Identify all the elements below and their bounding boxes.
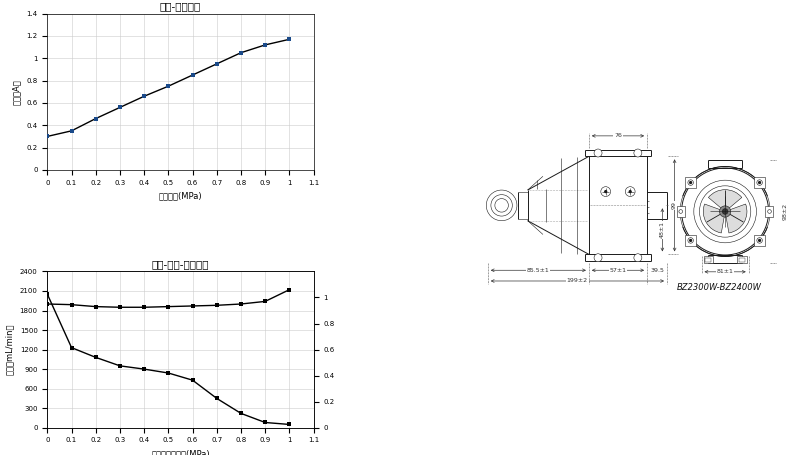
Bar — [739, 258, 745, 262]
Circle shape — [594, 254, 602, 262]
X-axis label: 出口与进水压力(MPa): 出口与进水压力(MPa) — [151, 449, 210, 455]
Circle shape — [694, 180, 757, 243]
Point — [89, 303, 102, 310]
Title: 压力-电流特性: 压力-电流特性 — [160, 1, 201, 11]
Text: 57±1: 57±1 — [609, 268, 626, 273]
Circle shape — [682, 168, 768, 255]
Wedge shape — [725, 204, 747, 233]
Point — [259, 419, 271, 426]
Point — [211, 60, 223, 67]
Circle shape — [630, 191, 631, 192]
Point — [65, 344, 78, 351]
Text: 99: 99 — [672, 202, 677, 209]
Wedge shape — [709, 190, 742, 212]
Point — [211, 302, 223, 309]
Bar — [705, 258, 712, 262]
Text: 81±1: 81±1 — [716, 269, 734, 274]
Circle shape — [690, 239, 691, 241]
Point — [234, 300, 247, 308]
Point — [283, 35, 296, 43]
Circle shape — [722, 209, 728, 214]
Text: 98±2: 98±2 — [783, 203, 788, 220]
Circle shape — [759, 239, 761, 241]
Point — [114, 303, 126, 311]
Point — [41, 291, 54, 298]
X-axis label: 出口压力(MPa): 出口压力(MPa) — [159, 191, 202, 200]
Circle shape — [634, 149, 641, 157]
Point — [138, 93, 151, 100]
Text: 76: 76 — [614, 133, 622, 138]
Circle shape — [634, 254, 641, 262]
Point — [211, 395, 223, 402]
Point — [162, 369, 174, 377]
Point — [162, 303, 174, 310]
FancyBboxPatch shape — [754, 177, 765, 188]
Point — [114, 104, 126, 111]
Point — [283, 421, 296, 428]
Point — [186, 302, 199, 309]
Point — [65, 127, 78, 135]
Point — [41, 300, 54, 308]
Y-axis label: 电流（A）: 电流（A） — [12, 79, 21, 105]
Point — [89, 115, 102, 122]
Wedge shape — [703, 204, 725, 233]
Point — [259, 298, 271, 305]
Bar — [677, 206, 685, 217]
Circle shape — [688, 238, 694, 243]
Circle shape — [720, 206, 731, 217]
Point — [234, 410, 247, 417]
Point — [89, 354, 102, 361]
Point — [138, 303, 151, 311]
Text: 48±1: 48±1 — [660, 222, 665, 238]
Circle shape — [768, 210, 772, 213]
Circle shape — [699, 186, 751, 237]
Bar — [704, 257, 713, 263]
Point — [186, 377, 199, 384]
Circle shape — [690, 182, 691, 183]
Point — [234, 49, 247, 56]
Text: 39.5: 39.5 — [650, 268, 664, 273]
Text: 199±2: 199±2 — [567, 278, 588, 283]
Text: 85.5±1: 85.5±1 — [527, 268, 550, 273]
FancyBboxPatch shape — [754, 235, 765, 246]
Point — [138, 365, 151, 373]
Bar — [738, 257, 746, 263]
Point — [162, 82, 174, 90]
Point — [186, 71, 199, 79]
Circle shape — [759, 182, 761, 183]
Bar — [765, 206, 773, 217]
FancyBboxPatch shape — [685, 235, 696, 246]
Circle shape — [594, 149, 602, 157]
Circle shape — [600, 187, 611, 197]
Point — [65, 301, 78, 308]
Point — [41, 133, 54, 140]
Point — [259, 41, 271, 49]
Title: 压力-流量-稳压特性: 压力-流量-稳压特性 — [151, 259, 209, 269]
Y-axis label: 流量（mL/min）: 流量（mL/min） — [5, 324, 14, 375]
Circle shape — [757, 238, 762, 243]
Text: BZ2300W-BZ2400W: BZ2300W-BZ2400W — [676, 283, 761, 292]
Circle shape — [688, 180, 694, 185]
Circle shape — [605, 191, 607, 192]
Circle shape — [626, 187, 635, 197]
FancyBboxPatch shape — [685, 177, 696, 188]
Circle shape — [757, 180, 762, 185]
Circle shape — [679, 210, 682, 213]
Point — [114, 362, 126, 369]
Point — [283, 286, 296, 293]
